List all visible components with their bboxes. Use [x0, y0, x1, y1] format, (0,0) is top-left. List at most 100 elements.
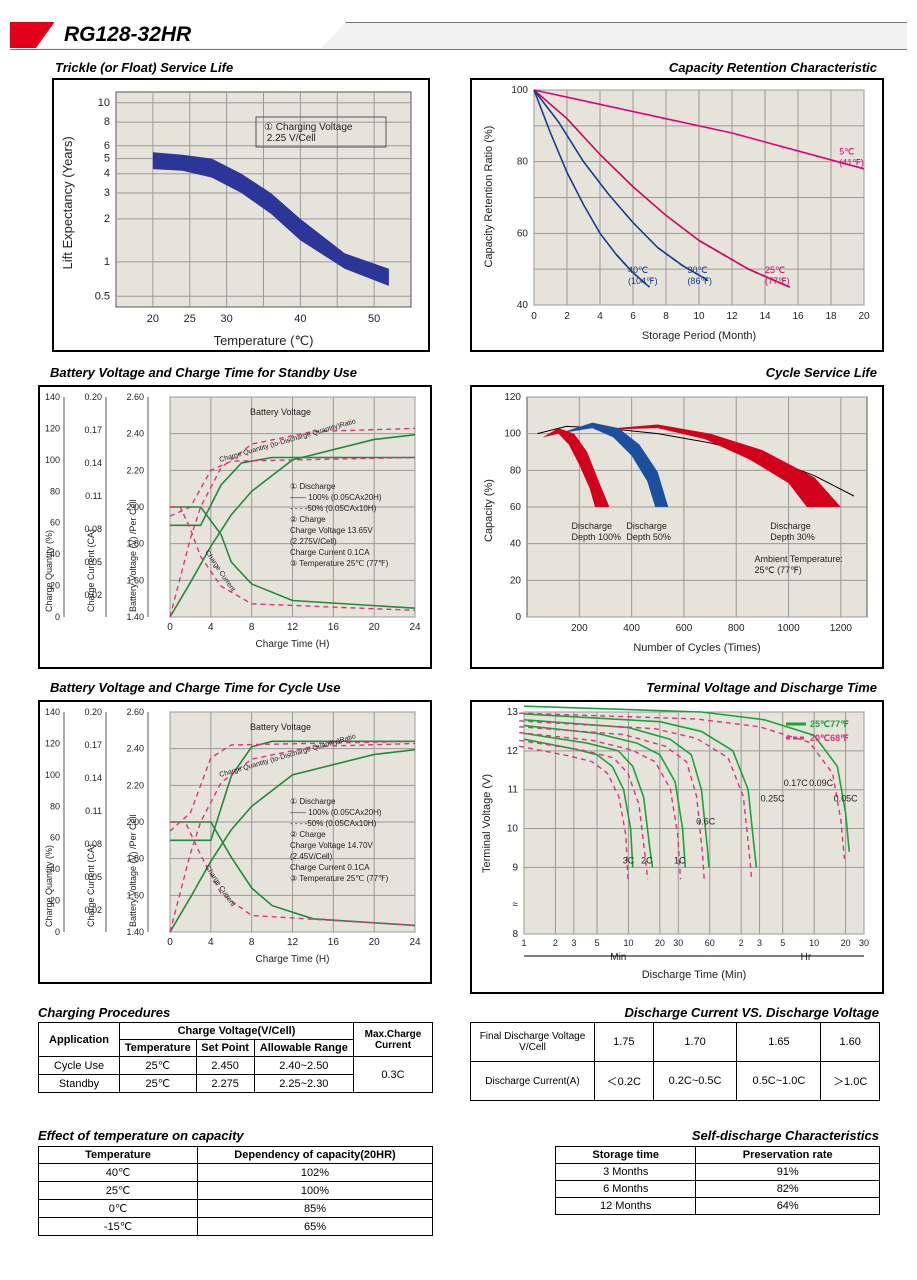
svg-text:Charge Quantity (%): Charge Quantity (%)	[44, 845, 54, 927]
svg-text:10: 10	[98, 97, 110, 109]
svg-text:2.20: 2.20	[126, 780, 144, 790]
svg-text:140: 140	[45, 707, 60, 717]
svg-text:Charge Time (H): Charge Time (H)	[256, 639, 330, 650]
title-cycle-life: Cycle Service Life	[766, 365, 877, 380]
svg-text:5: 5	[594, 938, 599, 948]
svg-text:24: 24	[409, 622, 421, 633]
table-cell: 0.3C	[354, 1057, 433, 1093]
title-self-discharge: Self-discharge Characteristics	[692, 1128, 879, 1143]
table-self-discharge: Storage timePreservation rate 3 Months91…	[555, 1146, 880, 1215]
svg-text:800: 800	[728, 623, 745, 634]
svg-text:2.60: 2.60	[126, 707, 144, 717]
table-cell: 0.2C~0.5C	[653, 1062, 737, 1101]
svg-text:40: 40	[510, 539, 522, 550]
chart-cycle-use: 048121620240204060801001201400.020.050.0…	[38, 700, 432, 984]
th-application: Application	[39, 1023, 120, 1057]
title-capacity-retention: Capacity Retention Characteristic	[669, 60, 877, 75]
svg-text:Capacity (%): Capacity (%)	[483, 479, 495, 542]
table-cell: 1.70	[653, 1023, 737, 1062]
svg-text:6: 6	[104, 140, 110, 152]
table-cell: Final Discharge Voltage V/Cell	[471, 1023, 595, 1062]
svg-text:2.60: 2.60	[126, 392, 144, 402]
svg-text:1200: 1200	[830, 623, 853, 634]
svg-text:Battery Voltage (V) /Per Cell: Battery Voltage (V) /Per Cell	[128, 499, 138, 612]
svg-text:16: 16	[328, 937, 340, 948]
table-cell: 2.40~2.50	[254, 1057, 353, 1075]
title-trickle: Trickle (or Float) Service Life	[55, 60, 233, 75]
svg-text:60: 60	[705, 938, 715, 948]
svg-text:60: 60	[510, 502, 522, 513]
table-cell: 25℃	[120, 1075, 197, 1093]
chart-trickle-svg: 0.51234568102025304050① Charging Voltage…	[54, 80, 428, 350]
table-cell: 102%	[198, 1164, 433, 1182]
table-cell: ＜0.2C	[595, 1062, 654, 1101]
svg-text:8: 8	[512, 929, 518, 940]
svg-text:DischargeDepth 50%: DischargeDepth 50%	[626, 521, 671, 542]
svg-text:4: 4	[104, 168, 110, 180]
svg-text:20: 20	[369, 622, 381, 633]
svg-text:3: 3	[104, 187, 110, 199]
svg-text:0.05C: 0.05C	[834, 793, 859, 803]
table-cell: 85%	[198, 1200, 433, 1218]
svg-text:80: 80	[50, 486, 60, 496]
svg-text:25: 25	[184, 313, 196, 325]
th-temperature: Temperature	[120, 1040, 197, 1057]
svg-text:3: 3	[757, 938, 762, 948]
svg-text:0.14: 0.14	[84, 458, 102, 468]
chart-terminal: 8910111213123510203060235102030MinHr3C2C…	[470, 700, 884, 994]
table-charging-proc: Application Charge Voltage(V/Cell) Max.C…	[38, 1022, 433, 1093]
svg-text:16: 16	[792, 311, 804, 322]
svg-text:2: 2	[564, 311, 570, 322]
svg-text:12: 12	[507, 746, 519, 757]
svg-text:0.17C: 0.17C	[784, 778, 809, 788]
svg-text:30: 30	[859, 938, 869, 948]
table-temp-effect: TemperatureDependency of capacity(20HR) …	[38, 1146, 433, 1236]
th-set-point: Set Point	[196, 1040, 254, 1057]
svg-text:120: 120	[45, 423, 60, 433]
title-charging-proc: Charging Procedures	[38, 1005, 170, 1020]
svg-text:Temperature (℃): Temperature (℃)	[214, 333, 314, 348]
svg-text:4: 4	[208, 937, 214, 948]
table-cell: ＞1.0C	[821, 1062, 880, 1101]
svg-text:600: 600	[676, 623, 693, 634]
svg-text:16: 16	[328, 622, 340, 633]
svg-text:5: 5	[104, 153, 110, 165]
chart-retention-svg: 024681012141618204060801005℃(41℉)25℃(77℉…	[472, 80, 882, 350]
svg-text:12: 12	[287, 937, 299, 948]
table-cell: 100%	[198, 1182, 433, 1200]
table-cell: 25℃	[120, 1057, 197, 1075]
table-cell: 0℃	[39, 1200, 198, 1218]
svg-text:0.17: 0.17	[84, 425, 102, 435]
svg-text:60: 60	[517, 228, 529, 239]
svg-text:1: 1	[104, 256, 110, 268]
table-cell: -15℃	[39, 1218, 198, 1236]
svg-text:1000: 1000	[777, 623, 800, 634]
svg-text:9: 9	[512, 862, 518, 873]
svg-text:6: 6	[630, 311, 636, 322]
th: Dependency of capacity(20HR)	[198, 1147, 433, 1164]
svg-text:12: 12	[726, 311, 738, 322]
table-discharge-vs: Final Discharge Voltage V/Cell 1.75 1.70…	[470, 1022, 880, 1101]
chart-cycle-life-svg: 20040060080010001200020406080100120Disch…	[472, 387, 882, 667]
svg-text:3: 3	[571, 938, 576, 948]
svg-text:20: 20	[510, 575, 522, 586]
svg-text:Hr: Hr	[801, 952, 812, 963]
svg-text:40: 40	[294, 313, 306, 325]
svg-text:12: 12	[287, 622, 299, 633]
header-model: RG128-32HR	[36, 22, 346, 48]
svg-text:Charge Current (CA): Charge Current (CA)	[86, 529, 96, 612]
table-cell: Discharge Current(A)	[471, 1062, 595, 1101]
svg-text:40: 40	[517, 300, 529, 311]
svg-text:80: 80	[517, 157, 529, 168]
svg-text:120: 120	[45, 738, 60, 748]
svg-text:0.11: 0.11	[85, 491, 102, 501]
title-terminal: Terminal Voltage and Discharge Time	[646, 680, 877, 695]
svg-text:2: 2	[104, 213, 110, 225]
svg-text:2: 2	[553, 938, 558, 948]
table-cell: 1.60	[821, 1023, 880, 1062]
table-cell: 65%	[198, 1218, 433, 1236]
svg-text:13: 13	[507, 707, 519, 718]
th-charge-voltage: Charge Voltage(V/Cell)	[120, 1023, 354, 1040]
svg-text:20℃68℉: 20℃68℉	[810, 733, 849, 743]
svg-text:Terminal Voltage (V): Terminal Voltage (V)	[481, 774, 493, 873]
